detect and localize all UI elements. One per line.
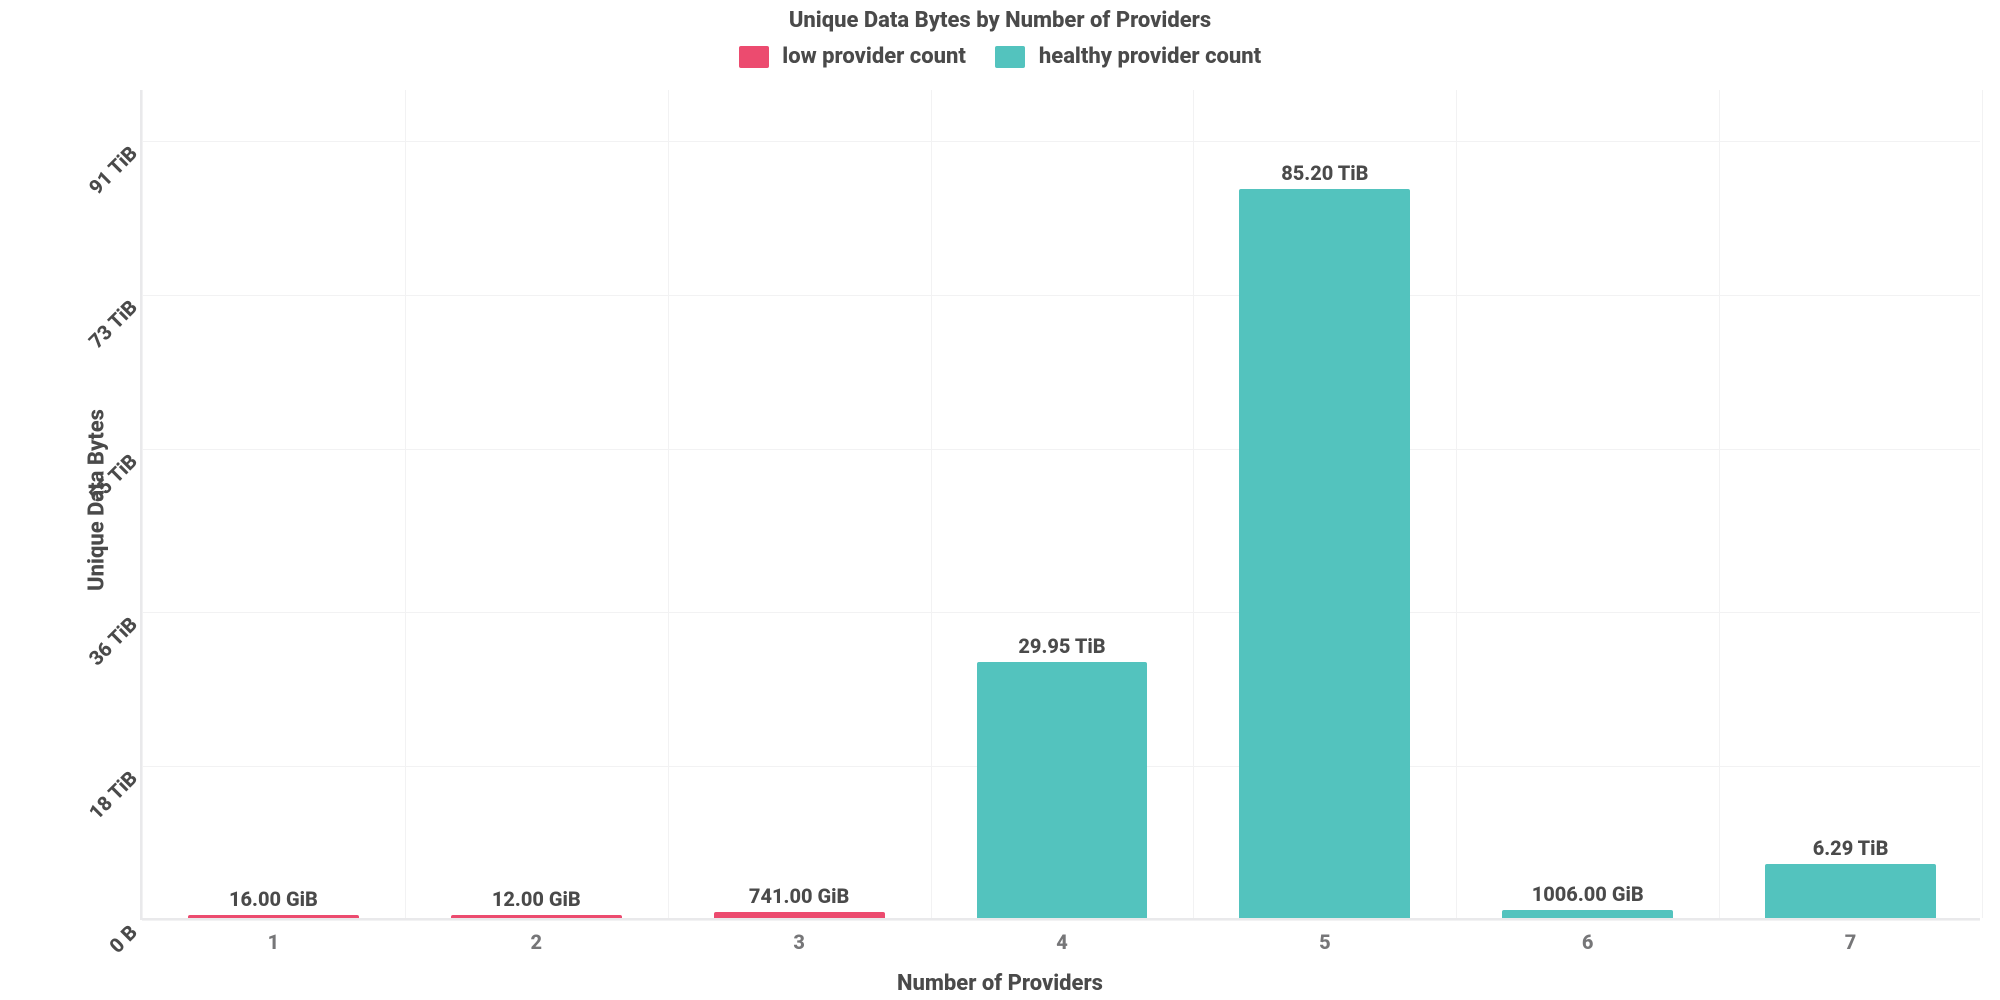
bar-value-label: 741.00 GiB [749, 884, 849, 914]
x-tick-label: 3 [793, 930, 805, 954]
x-tick-label: 6 [1582, 930, 1594, 954]
bar [977, 662, 1148, 918]
legend-item-low: low provider count [739, 44, 966, 69]
bar-value-label: 29.95 TiB [1018, 634, 1105, 664]
gridline-horizontal [142, 449, 1980, 450]
gridline-vertical [1719, 90, 1720, 918]
y-tick-label: 36 TiB [84, 603, 151, 670]
gridline-vertical [405, 90, 406, 918]
bar-value-label: 6.29 TiB [1813, 836, 1889, 866]
legend: low provider count healthy provider coun… [0, 44, 2000, 69]
gridline-vertical [931, 90, 932, 918]
bar [1239, 189, 1410, 918]
gridline-vertical [1456, 90, 1457, 918]
gridline-horizontal [142, 295, 1980, 296]
legend-swatch-healthy [995, 46, 1025, 68]
y-tick-label: 0 B [104, 912, 150, 958]
bar-value-label: 1006.00 GiB [1532, 882, 1644, 912]
x-tick-label: 7 [1845, 930, 1857, 954]
chart-title: Unique Data Bytes by Number of Providers [0, 8, 2000, 33]
x-tick-label: 5 [1319, 930, 1331, 954]
y-tick-label: 91 TiB [84, 133, 151, 200]
gridline-horizontal [142, 141, 1980, 142]
bar-value-label: 85.20 TiB [1281, 161, 1368, 191]
x-tick-label: 2 [531, 930, 543, 954]
gridline-horizontal [142, 920, 1980, 921]
bar-value-label: 16.00 GiB [229, 887, 318, 917]
gridline-vertical [1193, 90, 1194, 918]
legend-swatch-low [739, 46, 769, 68]
x-tick-label: 1 [268, 930, 280, 954]
y-tick-label: 73 TiB [84, 287, 151, 354]
plot-area: 0 B18 TiB36 TiB55 TiB73 TiB91 TiB1234567… [140, 90, 1980, 920]
legend-label-low: low provider count [782, 44, 966, 69]
gridline-horizontal [142, 612, 1980, 613]
bar-value-label: 12.00 GiB [492, 887, 581, 917]
gridline-vertical [142, 90, 143, 918]
bar [1765, 864, 1936, 918]
x-axis-label: Number of Providers [0, 971, 2000, 996]
x-tick-label: 4 [1056, 930, 1068, 954]
legend-label-healthy: healthy provider count [1039, 44, 1261, 69]
legend-item-healthy: healthy provider count [995, 44, 1261, 69]
chart-container: Unique Data Bytes by Number of Providers… [0, 0, 2000, 1000]
y-tick-label: 18 TiB [84, 757, 151, 824]
gridline-vertical [668, 90, 669, 918]
gridline-vertical [1982, 90, 1983, 918]
